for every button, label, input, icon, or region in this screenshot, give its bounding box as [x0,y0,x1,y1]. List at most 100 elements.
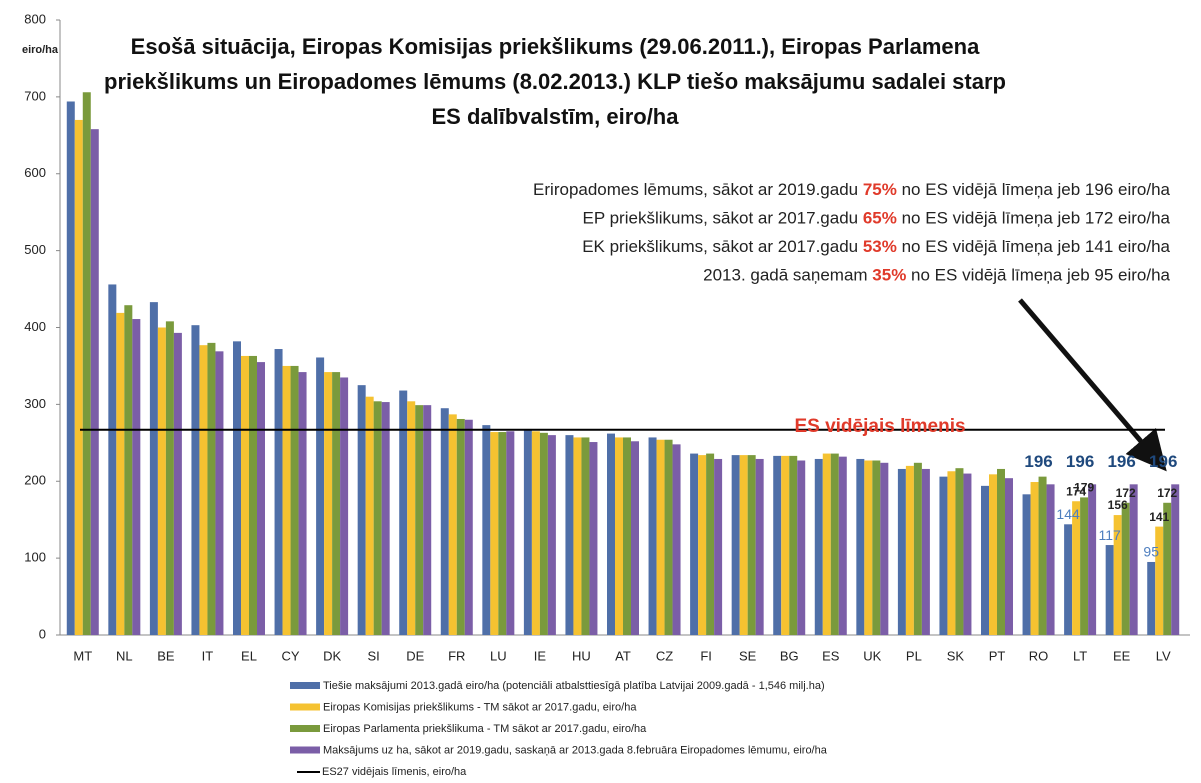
bar [539,432,548,635]
data-label: 95 [1143,544,1159,560]
chart-title: Esošā situācija, Eiropas Komisijas priek… [131,34,980,59]
bar [731,455,740,635]
x-tick-label: LV [1156,648,1171,663]
x-tick-label: FR [448,648,465,663]
bar [1088,484,1097,635]
data-label: 156 [1108,498,1128,512]
data-label: 196 [1107,452,1135,471]
annotation-part: no ES vidējā līmeņa jeb 172 eiro/ha [897,209,1171,228]
bar [498,432,507,635]
bar [664,439,673,635]
bar [830,453,839,635]
bar [573,437,582,635]
x-tick-label: CY [282,648,300,663]
bar [1064,524,1073,635]
data-label: 196 [1066,452,1094,471]
x-tick-label: FI [700,648,712,663]
x-tick-label: PL [906,648,922,663]
bar [90,129,99,635]
bar [340,377,349,635]
x-tick-label: LT [1073,648,1087,663]
legend-swatch [290,703,320,711]
bar [157,327,166,635]
bar [589,442,598,635]
bar [191,325,200,635]
y-tick-label: 500 [24,242,46,257]
x-tick-label: EE [1113,648,1131,663]
bar [864,460,873,635]
bar [290,365,299,635]
annotation-part: 35% [872,266,906,285]
y-unit: eiro/ha [22,44,59,56]
x-tick-label: ES [822,648,840,663]
x-tick-label: PT [989,648,1006,663]
x-tick-label: UK [863,648,881,663]
legend-label: Eiropas Komisijas priekšlikums - TM sāko… [323,701,637,713]
bar [856,458,865,635]
bar [332,372,341,635]
y-tick-label: 400 [24,319,46,334]
bar [274,349,283,635]
x-tick-label: NL [116,648,133,663]
y-tick-label: 100 [24,550,46,565]
x-tick-label: HU [572,648,591,663]
x-tick-label: EL [241,648,257,663]
legend-swatch [290,746,320,754]
bar [357,385,366,635]
bar [464,419,473,635]
bar [1046,484,1055,635]
data-label: 196 [1024,452,1052,471]
data-label: 117 [1099,527,1122,543]
annotation: EK priekšlikums, sākot ar 2017.gadu 53% … [582,237,1170,256]
bar [1022,494,1031,635]
bar [1113,515,1122,635]
bar [706,453,715,635]
bar [989,474,997,635]
x-tick-label: IE [534,648,547,663]
bar [672,444,681,635]
bar [955,468,964,635]
bar [506,431,515,635]
x-tick-label: AT [615,648,631,663]
legend-label: ES27 vidējais līmenis, eiro/ha [322,766,467,778]
bar [947,471,956,635]
x-tick-label: CZ [656,648,673,663]
bar [781,455,790,635]
reference-label: ES vidējais līmenis [794,416,965,437]
bar [207,342,216,635]
bar [1038,476,1047,635]
data-label: 172 [1157,486,1177,500]
bar [797,460,806,635]
bar [880,462,889,635]
bar [74,119,83,635]
bar [872,460,881,635]
bar [399,390,408,635]
legend-label: Eiropas Parlamenta priekšlikuma - TM sāk… [323,723,647,735]
y-tick-label: 300 [24,396,46,411]
bar [1129,484,1138,635]
x-tick-label: LU [490,648,507,663]
bar [939,476,948,635]
bar [282,365,291,635]
bar [698,455,707,635]
bar [913,462,922,635]
bar [116,312,125,635]
bar [615,437,623,635]
bar [547,435,556,635]
bar [714,458,723,635]
annotation-part: Eriropadomes lēmums, sākot ar 2019.gadu [533,180,863,199]
x-tick-label: SI [368,648,380,663]
data-label: 172 [1116,486,1136,500]
bar [149,302,158,635]
bar [623,437,631,635]
bar [1121,502,1130,635]
annotation-part: 75% [863,180,897,199]
bar [607,433,615,635]
arrow [1018,298,1167,472]
y-tick-label: 800 [24,11,46,26]
bar [838,456,847,635]
x-tick-label: RO [1029,648,1049,663]
bar [905,465,914,635]
annotation: 2013. gadā saņemam 35% no ES vidējā līme… [703,266,1170,285]
bar [249,355,257,635]
